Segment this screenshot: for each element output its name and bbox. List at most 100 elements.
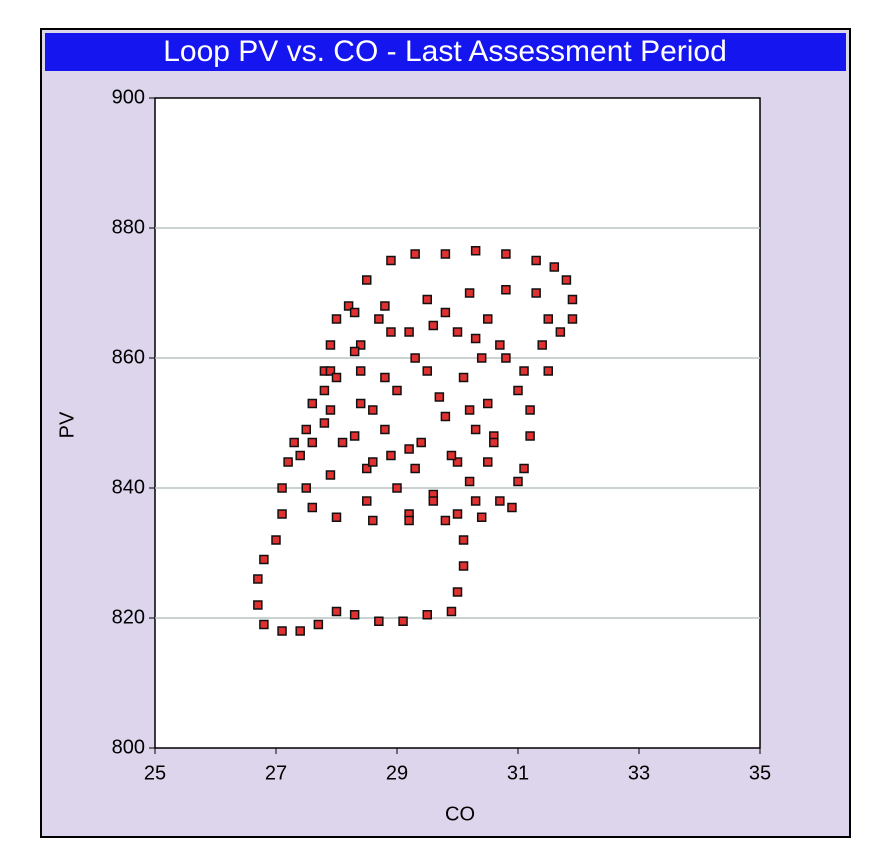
point xyxy=(343,301,354,311)
point xyxy=(301,483,311,493)
point xyxy=(362,275,372,285)
point xyxy=(483,398,493,409)
point xyxy=(428,320,439,331)
point xyxy=(440,515,451,526)
point xyxy=(483,457,493,467)
title-bar xyxy=(45,33,846,71)
y-tick-label: 900 xyxy=(112,86,145,108)
point xyxy=(392,385,402,396)
point xyxy=(295,626,305,636)
point xyxy=(380,372,390,383)
point xyxy=(452,587,463,597)
point xyxy=(349,346,360,357)
x-tick-label: 29 xyxy=(386,762,408,784)
point xyxy=(483,314,493,324)
point xyxy=(325,366,336,376)
point xyxy=(386,450,396,461)
point xyxy=(410,249,420,259)
point xyxy=(362,496,372,506)
point xyxy=(416,437,426,448)
point xyxy=(349,431,360,441)
point xyxy=(349,610,360,620)
point xyxy=(368,515,378,526)
point xyxy=(404,327,414,337)
point xyxy=(319,418,330,428)
point xyxy=(501,249,511,259)
point xyxy=(277,626,287,636)
point xyxy=(531,288,541,298)
point xyxy=(549,262,560,272)
point xyxy=(495,496,505,506)
point xyxy=(567,314,578,324)
point xyxy=(458,535,469,545)
y-tick-label: 840 xyxy=(112,476,145,498)
x-tick-label: 35 xyxy=(749,762,771,784)
point xyxy=(519,366,529,376)
point xyxy=(259,619,269,630)
point xyxy=(319,385,330,396)
point xyxy=(519,463,529,474)
point xyxy=(470,333,481,344)
point xyxy=(404,515,414,526)
point xyxy=(525,405,535,415)
point xyxy=(476,512,487,522)
point xyxy=(368,405,378,415)
x-tick-label: 27 xyxy=(265,762,287,784)
point xyxy=(355,398,366,409)
point xyxy=(355,366,366,376)
point xyxy=(440,307,451,318)
point xyxy=(501,285,511,295)
point xyxy=(349,307,360,318)
point xyxy=(555,327,566,337)
point xyxy=(380,301,390,311)
point xyxy=(398,616,408,626)
point xyxy=(380,424,390,435)
point xyxy=(489,437,499,448)
point xyxy=(355,340,366,350)
x-tick-label: 31 xyxy=(507,762,529,784)
point xyxy=(458,372,469,383)
point xyxy=(464,405,475,415)
point xyxy=(331,314,342,324)
point xyxy=(386,255,396,266)
point xyxy=(325,340,336,350)
point xyxy=(452,457,463,467)
point xyxy=(331,372,342,383)
point xyxy=(404,444,414,454)
point xyxy=(567,294,578,305)
point xyxy=(368,457,378,467)
point xyxy=(283,457,293,467)
point xyxy=(476,353,487,363)
point xyxy=(537,340,547,350)
point xyxy=(470,246,481,256)
point xyxy=(307,437,318,448)
point xyxy=(531,255,541,266)
y-axis-label: PV xyxy=(56,411,78,438)
point xyxy=(301,424,311,435)
point xyxy=(253,600,263,610)
point xyxy=(513,476,523,487)
point xyxy=(543,366,553,376)
point xyxy=(386,327,396,337)
x-axis-label: CO xyxy=(445,803,475,825)
point xyxy=(331,512,342,522)
point xyxy=(271,535,281,545)
point xyxy=(452,509,463,519)
point xyxy=(259,554,269,565)
point xyxy=(313,619,324,630)
point xyxy=(470,496,481,506)
point xyxy=(440,411,451,422)
point xyxy=(289,437,299,448)
point xyxy=(422,610,432,620)
point xyxy=(525,431,535,441)
point xyxy=(325,405,336,415)
point xyxy=(464,288,475,298)
point xyxy=(495,340,505,350)
y-tick-label: 800 xyxy=(112,736,145,758)
point xyxy=(277,509,287,519)
point xyxy=(307,398,318,409)
point xyxy=(501,353,511,363)
point xyxy=(543,314,553,324)
point xyxy=(374,314,384,324)
